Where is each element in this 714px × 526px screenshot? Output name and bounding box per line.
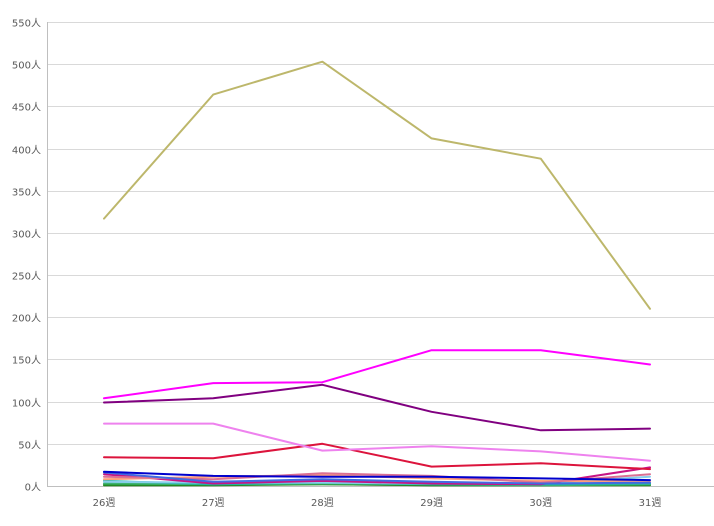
- y-tick-label: 50人: [18, 440, 41, 452]
- y-tick-label: 250人: [12, 271, 41, 283]
- series-line: [103, 422, 651, 462]
- series-line: [103, 349, 651, 400]
- y-tick-label: 500人: [12, 60, 41, 72]
- y-tick-label: 200人: [12, 313, 41, 325]
- y-tick-label: 450人: [12, 102, 41, 114]
- y-tick-label: 300人: [12, 229, 41, 241]
- x-tick-label: 29週: [420, 497, 443, 509]
- y-tick-label: 150人: [12, 355, 41, 367]
- series-line: [103, 472, 651, 484]
- y-tick-label: 0人: [25, 482, 41, 494]
- y-axis-tick-labels: 0人 50人 100人 150人 200人 250人 300人 350人 400人 450人 500…: [12, 18, 41, 494]
- x-axis-tick-labels: 26週 27週 28週 29週 30週 31週: [93, 497, 662, 509]
- y-tick-label: 400人: [12, 145, 41, 157]
- x-tick-label: 27週: [202, 497, 225, 509]
- x-tick-label: 30週: [529, 497, 552, 509]
- series-line: [103, 442, 651, 471]
- series-line: [103, 60, 651, 310]
- x-tick-label: 28週: [311, 497, 334, 509]
- axes: [47, 22, 714, 487]
- gridlines: [47, 22, 714, 445]
- series-line: [103, 383, 651, 432]
- y-tick-label: 100人: [12, 398, 41, 410]
- x-tick-label: 31週: [639, 497, 662, 509]
- y-tick-label: 350人: [12, 187, 41, 199]
- series-lines: [103, 60, 651, 487]
- y-tick-label: 550人: [12, 18, 41, 30]
- series-line: [103, 470, 651, 482]
- x-tick-label: 26週: [93, 497, 116, 509]
- series-line: [103, 471, 651, 485]
